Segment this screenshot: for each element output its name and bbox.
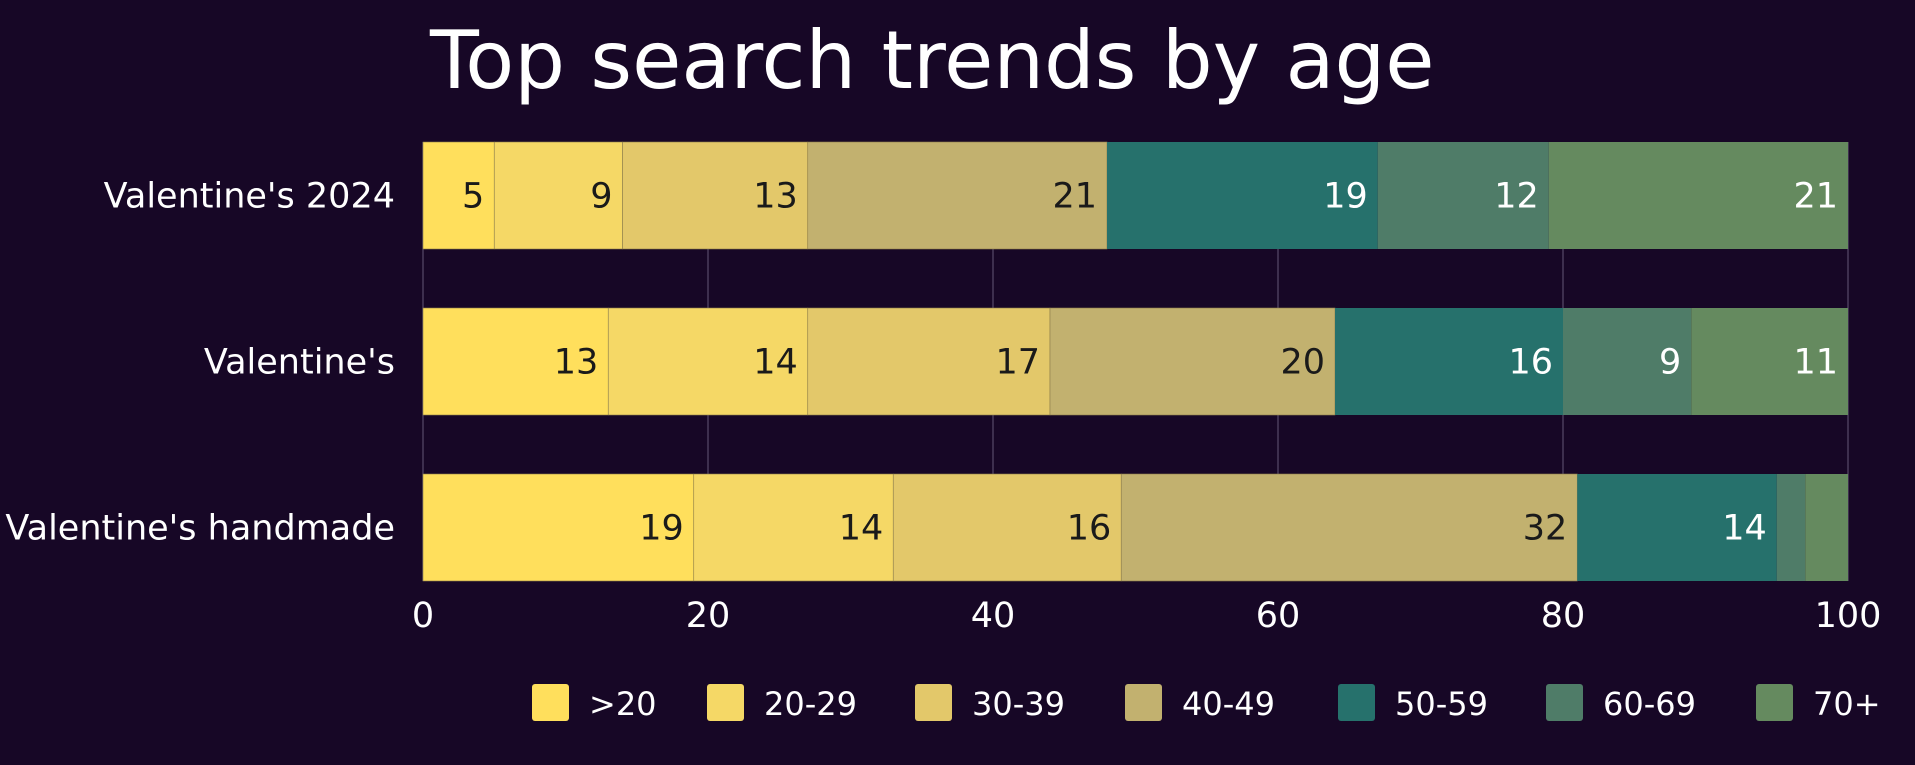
data-label: 20 (1280, 343, 1325, 383)
bar-group: 5 9 13 21 19 12 21 (422, 141, 1848, 250)
x-tick-label: 60 (1256, 596, 1301, 636)
bar-segment (1548, 142, 1848, 249)
bar-segment (1120, 473, 1578, 582)
data-label: 11 (1793, 343, 1838, 383)
legend-item: >20 (532, 684, 657, 723)
data-label: 21 (1052, 177, 1097, 217)
legend-label: 40-49 (1182, 685, 1275, 723)
legend-swatch (707, 684, 744, 721)
bar-segment (807, 141, 1108, 250)
category-label: Valentine's 2024 (104, 177, 395, 217)
legend-item: 70+ (1756, 684, 1881, 723)
bar-segment (422, 473, 695, 582)
category-label: Valentine's (204, 343, 395, 383)
data-label: 13 (554, 343, 599, 383)
data-label: 5 (462, 177, 484, 217)
legend: >20 20-29 30-39 40-49 50-59 60-69 70+ (532, 684, 1881, 723)
bar-segment (892, 473, 1122, 582)
data-label: 19 (639, 509, 684, 549)
category-label: Valentine's handmade (5, 509, 395, 549)
legend-swatch (532, 684, 569, 721)
legend-label: 60-69 (1603, 685, 1696, 723)
legend-swatch (1546, 684, 1583, 721)
bar-segment (693, 473, 894, 582)
bar-segment (422, 307, 609, 416)
bar-segment (1577, 474, 1777, 581)
data-label: 12 (1494, 177, 1539, 217)
x-tick-label: 20 (686, 596, 731, 636)
bar-group: 13 14 17 20 16 9 11 (422, 307, 1848, 416)
bar-segment (607, 307, 809, 416)
legend-swatch (1338, 684, 1375, 721)
data-label: 14 (753, 343, 798, 383)
bar-segment (1377, 142, 1549, 249)
chart-title: Top search trends by age (429, 14, 1435, 107)
data-label: 16 (1508, 343, 1553, 383)
bar-segment (1335, 308, 1563, 415)
x-tick-label: 40 (971, 596, 1016, 636)
data-label: 14 (1722, 509, 1767, 549)
legend-label: 70+ (1813, 685, 1881, 723)
legend-label: >20 (589, 685, 657, 723)
legend-item: 40-49 (1125, 684, 1275, 723)
data-label: 17 (995, 343, 1040, 383)
category-labels: Valentine's 2024 Valentine's Valentine's h… (5, 177, 395, 549)
x-axis-ticks: 0 20 40 60 80 100 (412, 596, 1882, 636)
data-label: 32 (1523, 509, 1568, 549)
data-label: 16 (1067, 509, 1112, 549)
data-label: 9 (1659, 343, 1681, 383)
legend-swatch (1125, 684, 1162, 721)
bar-segment (622, 141, 809, 250)
x-tick-label: 100 (1815, 596, 1882, 636)
data-label: 21 (1793, 177, 1838, 217)
data-label: 13 (753, 177, 798, 217)
bars: 5 9 13 21 19 12 21 13 14 17 20 16 9 11 19 14 16 32 14 (422, 141, 1848, 582)
bar-segment (807, 307, 1051, 416)
legend-label: 50-59 (1395, 685, 1488, 723)
data-label: 19 (1323, 177, 1368, 217)
bar-segment (1049, 307, 1336, 416)
legend-swatch (915, 684, 952, 721)
x-tick-label: 80 (1541, 596, 1586, 636)
legend-item: 50-59 (1338, 684, 1488, 723)
bar-segment (1691, 308, 1848, 415)
legend-item: 30-39 (915, 684, 1065, 723)
bar-segment (422, 141, 495, 250)
legend-swatch (1756, 684, 1793, 721)
x-tick-label: 0 (412, 596, 434, 636)
bar-segment (1563, 308, 1692, 415)
bar-segment (1107, 142, 1378, 249)
bar-segment (1776, 474, 1806, 581)
data-label: 9 (590, 177, 612, 217)
legend-label: 20-29 (764, 685, 857, 723)
data-label: 14 (839, 509, 884, 549)
legend-label: 30-39 (972, 685, 1065, 723)
bar-group: 19 14 16 32 14 (422, 473, 1848, 582)
legend-item: 20-29 (707, 684, 857, 723)
bar-segment (1805, 474, 1848, 581)
legend-item: 60-69 (1546, 684, 1696, 723)
